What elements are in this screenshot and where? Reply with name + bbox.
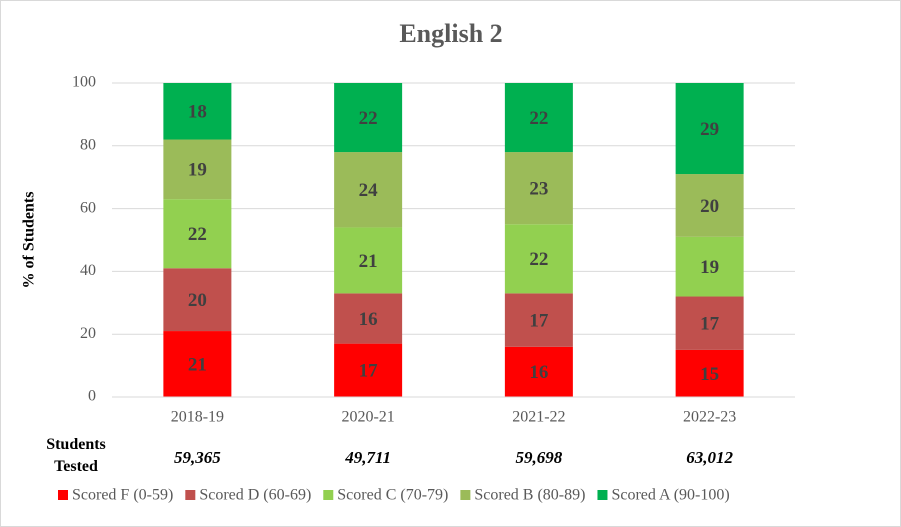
x-tick-label: 2021-22 (512, 409, 565, 426)
bar-segment (504, 293, 573, 347)
chart-title: English 2 (399, 19, 502, 48)
data-label: 21 (188, 354, 207, 375)
bar-segment (163, 139, 232, 200)
data-label: 20 (700, 196, 719, 217)
bar-segment (504, 83, 573, 153)
bar-segment (163, 83, 232, 140)
x-tick-label: 2020-21 (341, 409, 394, 426)
data-label: 22 (529, 108, 548, 129)
y-tick-label: 80 (80, 136, 96, 153)
legend-label: Scored A (90-100) (611, 487, 729, 504)
data-label: 20 (188, 290, 207, 311)
legend-swatch (185, 490, 196, 500)
data-label: 17 (529, 310, 549, 331)
legend-label: Scored D (60-69) (199, 487, 311, 504)
data-label: 22 (188, 224, 207, 245)
data-label: 19 (188, 160, 207, 181)
bar-segment (504, 224, 573, 294)
legend-label: Scored B (80-89) (474, 487, 585, 504)
y-tick-label: 40 (80, 262, 96, 279)
bar-segment (334, 83, 403, 153)
bar-segment (163, 199, 232, 269)
students-tested-value: 63,012 (686, 448, 733, 467)
y-tick-label: 0 (88, 388, 96, 405)
bar-segment (504, 152, 573, 225)
bar-segment (163, 331, 232, 397)
legend-label: Scored C (70-79) (337, 487, 448, 504)
bar-segment (675, 296, 744, 350)
data-label: 24 (359, 180, 379, 201)
bar-segment (163, 268, 232, 332)
bar-segment (675, 349, 744, 397)
data-label: 22 (529, 249, 548, 270)
y-tick-label: 20 (80, 325, 96, 342)
data-label: 16 (529, 362, 548, 383)
data-label: 17 (359, 361, 379, 382)
data-label: 21 (359, 251, 378, 272)
data-label: 17 (700, 314, 720, 335)
data-label: 23 (529, 179, 548, 200)
bar-segment (334, 343, 403, 397)
bar-segment (334, 293, 403, 344)
bar-segment (334, 227, 403, 294)
students-tested-label: Students Tested (46, 436, 106, 475)
x-tick-label: 2018-19 (171, 409, 224, 426)
data-label: 19 (700, 257, 719, 278)
bar-segment (675, 236, 744, 297)
y-axis-label: % of Students (21, 192, 38, 289)
bar-segment (334, 152, 403, 228)
bar-segment (504, 346, 573, 397)
legend-swatch (460, 490, 471, 500)
data-label: 16 (359, 309, 378, 330)
students-tested-value: 59,365 (174, 448, 221, 467)
students-tested-value: 59,698 (516, 448, 563, 467)
data-label: 18 (188, 102, 207, 123)
y-tick-label: 100 (72, 74, 96, 91)
bar-segment (675, 83, 744, 175)
data-label: 15 (700, 364, 719, 385)
bar-segment (675, 174, 744, 237)
legend-swatch (323, 490, 334, 500)
legend-swatch (597, 490, 608, 500)
legend-label: Scored F (0-59) (72, 487, 173, 504)
students-tested-value: 49,711 (344, 448, 391, 467)
data-label: 22 (359, 108, 378, 129)
y-tick-label: 60 (80, 199, 96, 216)
legend-swatch (58, 490, 68, 500)
data-label: 29 (700, 119, 719, 140)
x-tick-label: 2022-23 (683, 409, 736, 426)
